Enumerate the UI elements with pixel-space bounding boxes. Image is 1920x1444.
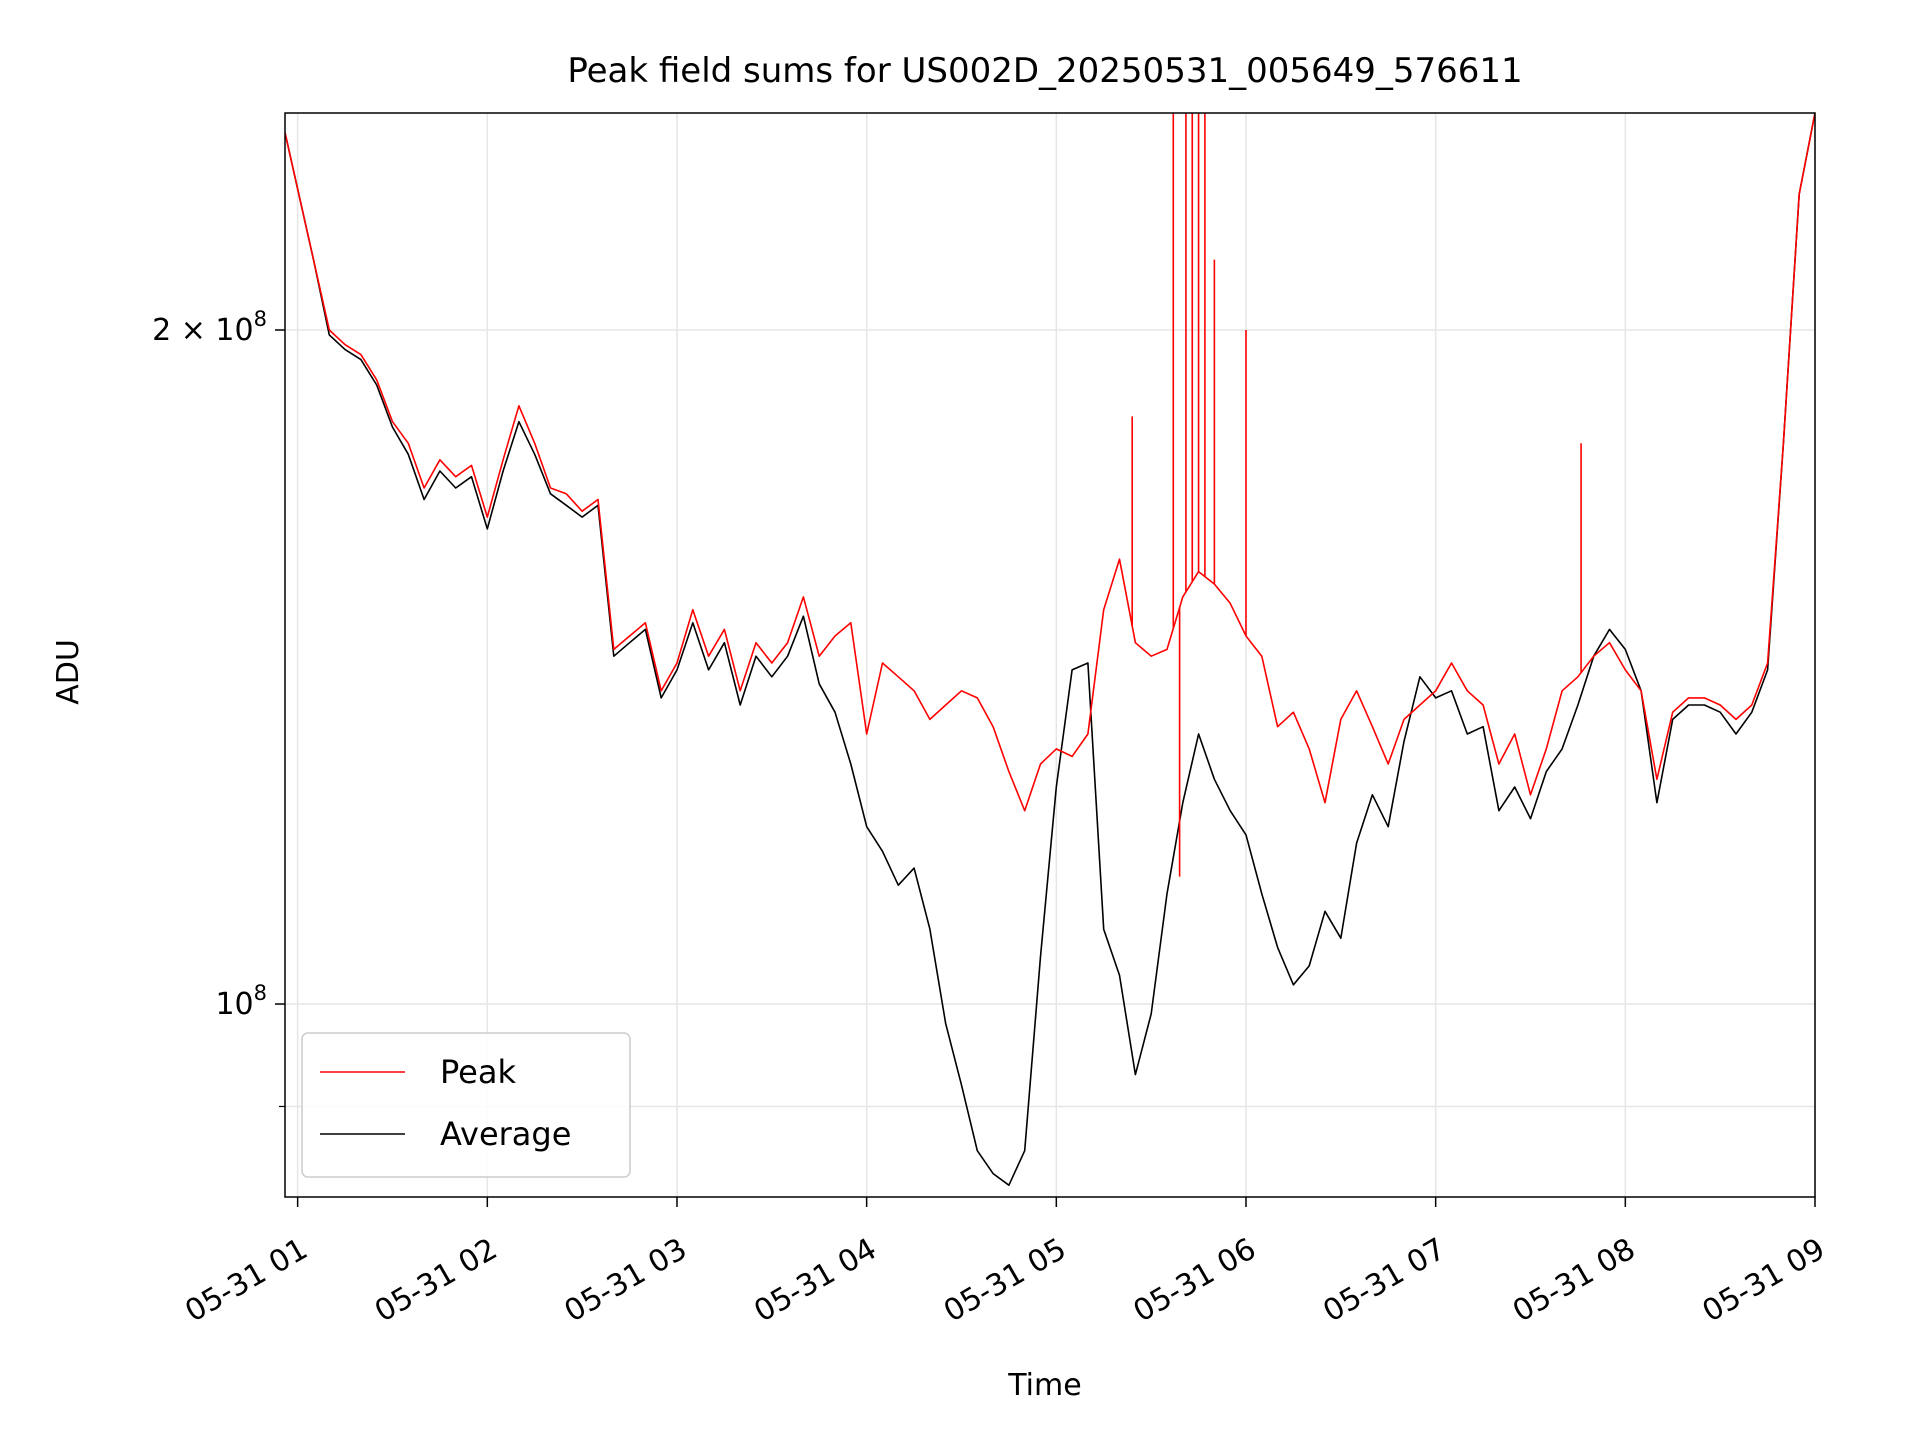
legend-box <box>301 1032 631 1178</box>
x-axis-label: Time <box>1007 1368 1081 1403</box>
y-tick-label: 2 × 108 <box>152 307 267 348</box>
y-axis: 108 2 × 108 <box>152 307 285 1108</box>
legend-label-average: Average <box>440 1115 571 1153</box>
series-line-average <box>285 113 1815 1186</box>
legend-label-peak: Peak <box>440 1053 516 1091</box>
y-axis-label: ADU <box>51 639 86 705</box>
legend: Peak Average <box>301 1032 631 1178</box>
series-lines <box>285 113 1815 1186</box>
series-line-peak <box>285 113 1815 812</box>
y-tick-label: 108 <box>215 981 267 1022</box>
plot-frame <box>284 112 1816 1198</box>
chart-title: Peak field sums for US002D_20250531_0056… <box>567 51 1522 91</box>
